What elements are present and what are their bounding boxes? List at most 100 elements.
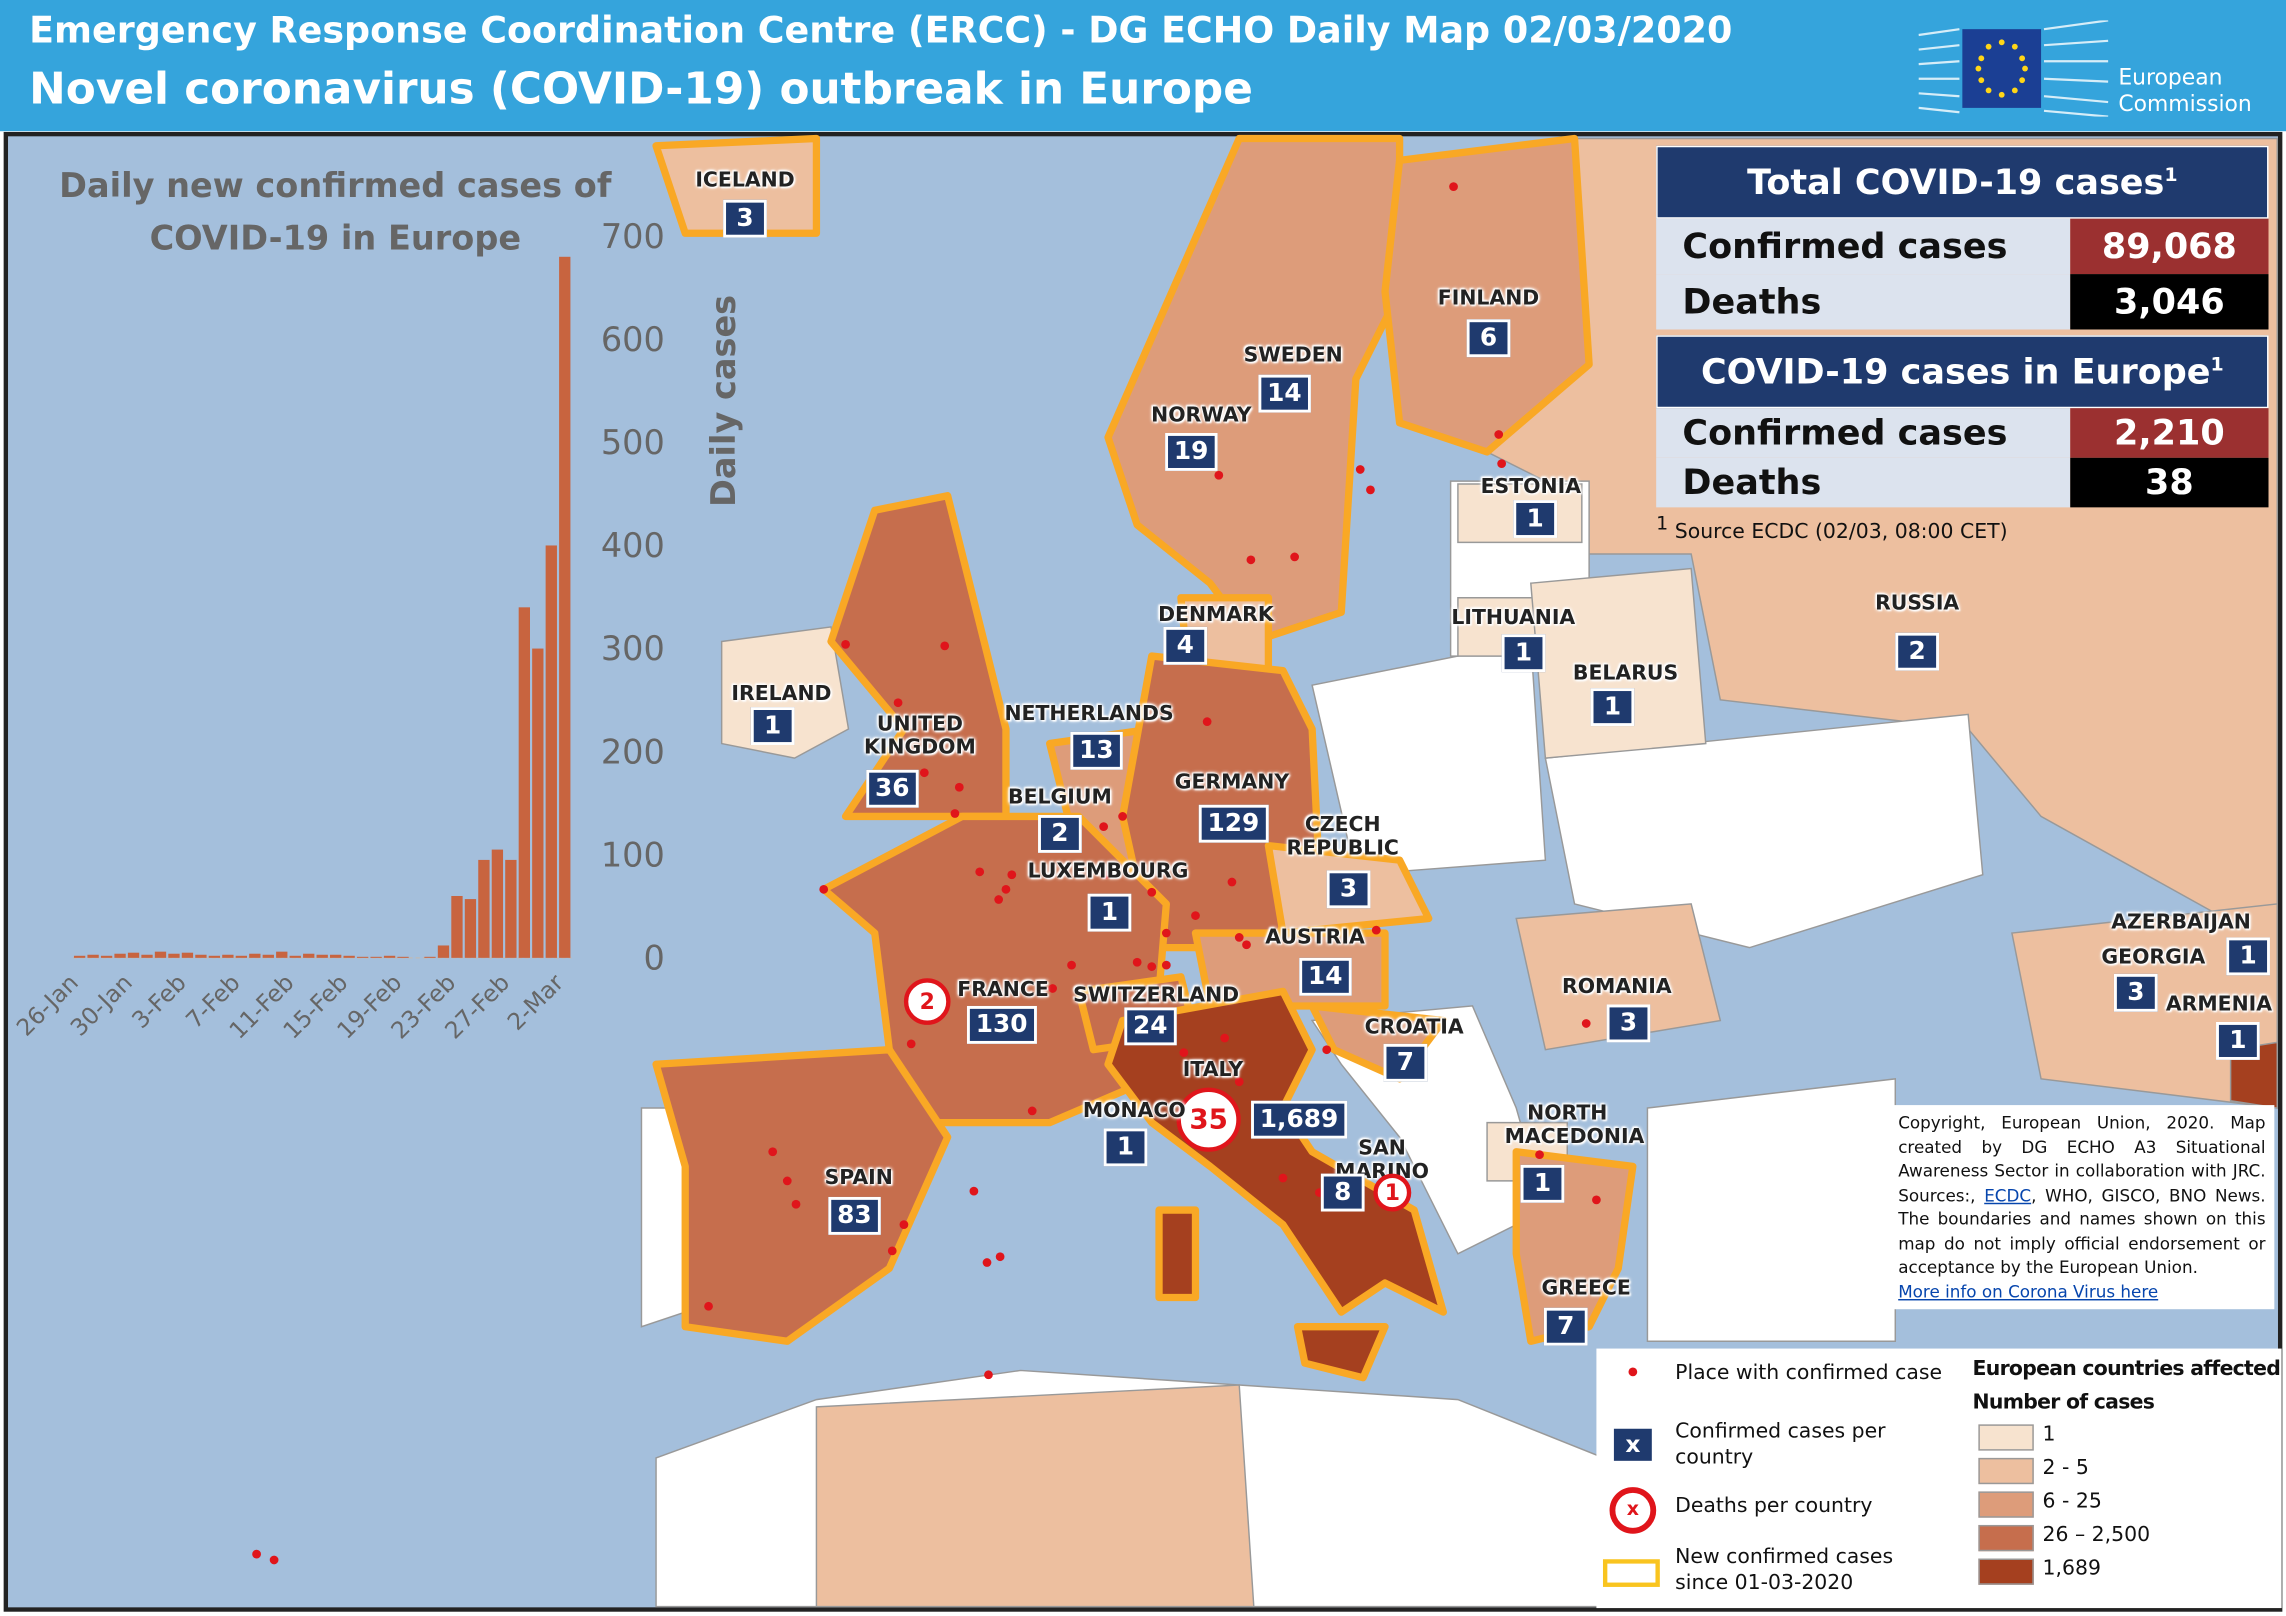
sardinia [1155, 1206, 1200, 1302]
place-dot [982, 1258, 992, 1267]
country-label: IRELAND [731, 682, 832, 706]
place-dot [984, 1370, 993, 1380]
country-label: FINLAND [1437, 287, 1540, 311]
place-dot [1067, 960, 1076, 970]
place-dot [1179, 1048, 1189, 1057]
row-value: 89,068 [2070, 218, 2269, 275]
bar [100, 955, 113, 958]
swatch [1978, 1524, 2034, 1552]
iceland [652, 134, 821, 237]
swatch-label: 1,689 [2042, 1557, 2101, 1581]
summary-row: Confirmed cases 2,210 [1656, 408, 2269, 458]
case-count: 7 [1383, 1043, 1428, 1082]
finland [1381, 134, 1593, 456]
bar [316, 954, 328, 958]
place-dot [1278, 1173, 1288, 1183]
bar [141, 954, 153, 958]
logo-line: Commission [2118, 90, 2252, 117]
country-label: NORWAY [1151, 403, 1252, 428]
row-label: Confirmed cases [1656, 408, 2071, 458]
case-count: 24 [1124, 1007, 1177, 1046]
swatch [1978, 1558, 2034, 1585]
country-label: FRANCE [957, 978, 1049, 1002]
place-dot [1290, 552, 1299, 562]
bar [73, 955, 86, 958]
place-dot [1001, 884, 1011, 894]
country-label: CZECH REPUBLIC [1286, 813, 1399, 861]
death-count: 1 [1373, 1173, 1412, 1212]
place-dot [1147, 962, 1157, 971]
case-count: 1 [750, 707, 795, 745]
cases-symbol [1610, 1425, 1655, 1464]
case-count: 83 [828, 1196, 881, 1235]
place-dot [252, 1549, 261, 1559]
subtitle: Novel coronavirus (COVID-19) outbreak in… [29, 64, 1253, 116]
bar [127, 952, 140, 958]
place-dot [1449, 182, 1458, 191]
deaths-symbol [1609, 1487, 1657, 1534]
country-label: SPAIN [824, 1166, 893, 1190]
bar [208, 955, 221, 958]
place-dot [954, 782, 964, 792]
place-dot [969, 1186, 979, 1196]
ecdc-link[interactable]: ECDC [1984, 1184, 2032, 1205]
case-count: 8 [1320, 1173, 1365, 1212]
more-info-link[interactable]: More info on Corona Virus here [1898, 1280, 2159, 1302]
swatch-label: 26 – 2,500 [2042, 1523, 2151, 1547]
place-dot [1132, 957, 1142, 967]
legend-symbols [1602, 1367, 1660, 1587]
copyright: Copyright, European Union, 2020. Map cre… [1889, 1105, 2275, 1310]
country-label: SWEDEN [1243, 344, 1343, 368]
y-axis-label: Daily cases [705, 294, 744, 507]
place-dot [1100, 870, 1110, 880]
place-dot [768, 1147, 778, 1157]
country-label: GREECE [1541, 1277, 1631, 1301]
bar [343, 955, 355, 958]
place-dot [1220, 1033, 1230, 1043]
place-dot [269, 1555, 279, 1565]
place-dot [1535, 1150, 1544, 1160]
ec-logo: European Commission [1918, 20, 2269, 117]
place-dot [887, 1246, 897, 1256]
bar [303, 953, 315, 958]
place-dot [893, 698, 903, 708]
place-dot [995, 1252, 1005, 1262]
case-count: 3 [1326, 870, 1371, 909]
country-label: NETHERLANDS [1004, 702, 1174, 727]
case-count: 1 [1501, 634, 1546, 673]
country-label: GERMANY [1174, 771, 1290, 795]
copyright-text: , WHO, GISCO, BNO News. The boundaries a… [1898, 1184, 2266, 1278]
place-dot [975, 867, 985, 877]
note-mark: 1 [2164, 164, 2178, 187]
place-dot [841, 640, 850, 649]
case-count: 1,689 [1251, 1100, 1347, 1139]
row-label: Confirmed cases [1656, 218, 2071, 275]
place-dot [1099, 822, 1109, 832]
symbol-text: x [1625, 1430, 1641, 1458]
summary-row: Confirmed cases 89,068 [1656, 218, 2269, 275]
case-count: 14 [1258, 374, 1311, 413]
place-dot [899, 1220, 909, 1230]
place-dot [704, 1301, 713, 1311]
country-label: ESTONIA [1480, 475, 1582, 499]
legend: x x Place with confirmed case Confirmed … [1596, 1348, 2282, 1609]
bar [87, 954, 99, 958]
bar [262, 954, 274, 958]
country-label: ITALY [1182, 1058, 1244, 1082]
country-label: BELARUS [1572, 661, 1679, 686]
scale-title: European countries affected [1972, 1357, 2281, 1381]
bar [464, 899, 477, 958]
note-mark: 1 [2210, 354, 2224, 377]
case-count: 1 [1087, 893, 1132, 932]
place-dot [1355, 465, 1365, 474]
country-label: NORTH MACEDONIA [1504, 1102, 1645, 1149]
country-label: ICELAND [695, 169, 795, 193]
chart-title: Daily new confirmed cases of COVID-19 in… [59, 167, 612, 259]
bar [505, 859, 517, 958]
bar [518, 607, 530, 958]
case-count: 130 [966, 1005, 1037, 1044]
legend-text: Confirmed cases per country [1675, 1420, 1886, 1470]
place-dot [1202, 717, 1212, 727]
place-dot [1147, 887, 1157, 897]
